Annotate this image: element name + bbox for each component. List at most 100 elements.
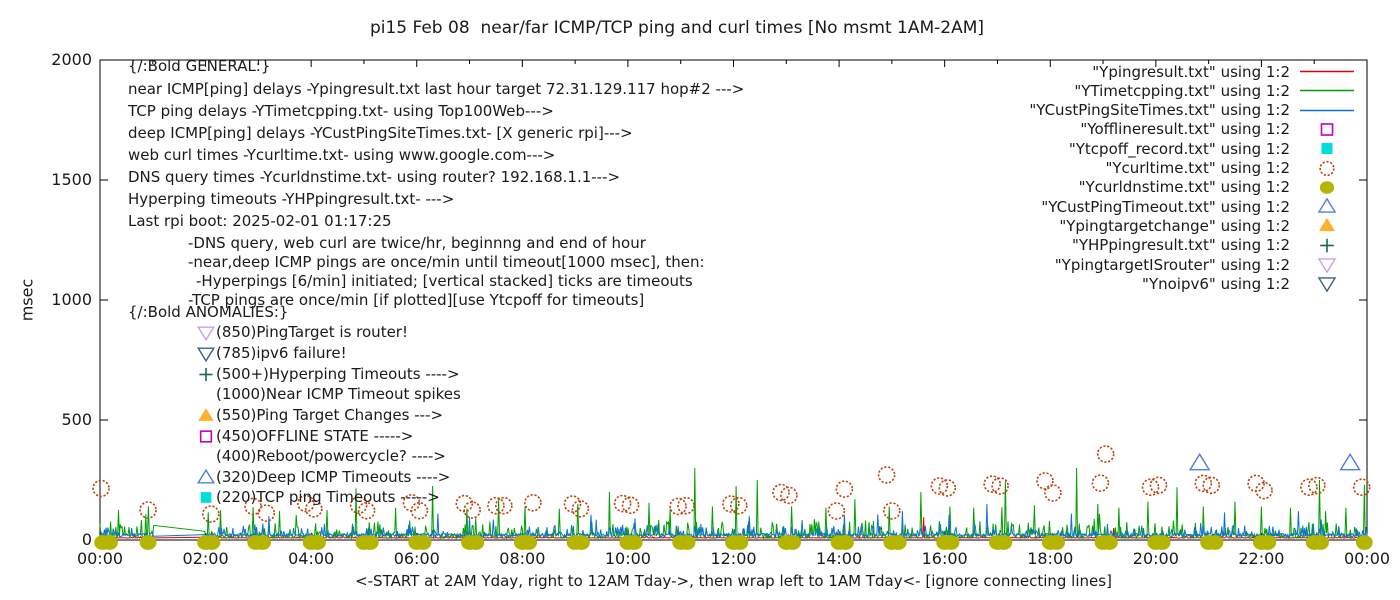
open-circle-icon: [202, 505, 220, 523]
legend-swatch: [1290, 81, 1362, 100]
open-square-icon: [1320, 123, 1334, 136]
legend-entry: "Ypingtargetchange" using 1:2: [1059, 216, 1362, 235]
general-line: web curl times -Ycurltime.txt- using www…: [128, 146, 556, 164]
open-circle-icon: [1141, 478, 1160, 497]
open-circle-icon: [669, 497, 687, 516]
open-circle-icon: [463, 501, 481, 519]
general-line: Hyperping timeouts -YHPpingresult.txt- -…: [128, 190, 455, 208]
filled-circle-icon: [203, 535, 221, 550]
legend-entry: "YCustPingSiteTimes.txt" using 1:2: [1029, 101, 1362, 120]
legend-label: "YCustPingTimeout.txt" using 1:2: [1041, 197, 1290, 216]
no-marker: [196, 447, 216, 466]
legend-swatch: [1290, 101, 1362, 120]
open-circle-icon: [1044, 484, 1062, 502]
anomaly-label: (850)PingTarget is router!: [216, 323, 408, 341]
anomaly-item: (1000)Near ICMP Timeout spikes: [196, 384, 461, 404]
y-tick-label: 500: [61, 410, 92, 429]
chart-title: pi15 Feb 08 near/far ICMP/TCP ping and c…: [369, 18, 985, 38]
filled-circle-icon: [520, 535, 538, 550]
legend-swatch: [1290, 236, 1362, 255]
open-circle-icon: [772, 483, 790, 502]
open-triangle-up-icon: [1339, 452, 1361, 471]
legend-label: "Ypingresult.txt" using 1:2: [1092, 62, 1290, 81]
open-circle-icon: [297, 494, 315, 513]
open-circle-icon: [1352, 478, 1371, 497]
filled-circle-icon: [309, 535, 326, 550]
x-tick-label: 10:00: [604, 549, 651, 568]
open-circle-icon: [877, 466, 896, 484]
x-tick-label: 16:00: [921, 549, 968, 568]
anomaly-label: (220)TCP ping Timeouts ----->: [216, 488, 440, 506]
open-triangle-down-icon: [1317, 277, 1337, 293]
y-tick-label: 1500: [51, 170, 92, 189]
plus-icon: [1320, 238, 1334, 252]
general-header: {/:Bold GENERAL:}: [128, 57, 271, 75]
legend-entry: "YHPpingresult.txt" using 1:2: [1072, 236, 1362, 255]
legend-label: "Ycurltime.txt" using 1:2: [1105, 159, 1290, 177]
filled-circle-icon: [1100, 535, 1118, 550]
x-tick-label: 08:00: [499, 549, 546, 568]
x-tick-label: 22:00: [1238, 549, 1285, 568]
anomaly-item: (320)Deep ICMP Timeouts ---->: [196, 467, 450, 487]
open-circle-icon: [139, 501, 157, 519]
filled-circle-icon: [731, 535, 749, 550]
open-triangle-up-icon: [196, 468, 216, 484]
filled-circle-icon: [139, 535, 157, 550]
line-sample-icon: [1300, 70, 1354, 73]
open-circle-icon: [722, 495, 740, 513]
anomaly-item: (550)Ping Target Changes --->: [196, 405, 443, 425]
filled-circle-icon: [678, 535, 696, 550]
legend-label: "Ypingtargetchange" using 1:2: [1059, 216, 1290, 235]
filled-circle-icon: [889, 535, 907, 550]
legend-entry: "Ycurldnstime.txt" using 1:2: [1079, 178, 1362, 197]
filled-triangle-up-icon: [1318, 218, 1336, 232]
legend-swatch: [1290, 216, 1362, 235]
open-circle-icon: [487, 496, 505, 515]
legend-swatch: [1290, 62, 1362, 81]
line-sample-icon: [1300, 89, 1354, 92]
filled-square-icon: [200, 491, 212, 503]
open-triangle-down-icon: [196, 346, 216, 362]
y-tick-label: 2000: [51, 50, 92, 69]
open-triangle-down-icon: [1317, 258, 1337, 274]
no-marker: [196, 385, 216, 404]
legend-swatch: [1290, 139, 1362, 158]
filled-circle-icon: [361, 535, 379, 550]
filled-triangle-up-icon: [198, 407, 214, 421]
anomaly-label: (400)Reboot/powercycle? ---->: [216, 447, 446, 465]
legend-entry: "Ynoipv6" using 1:2: [1142, 274, 1362, 293]
x-tick-label: 04:00: [288, 549, 335, 568]
x-tick-label: 18:00: [1027, 549, 1074, 568]
anomalies-header: {/:Bold ANOMALIES:}: [128, 303, 289, 321]
legend-swatch: [1290, 159, 1362, 178]
general-line: -near,deep ICMP pings are once/min until…: [188, 253, 705, 271]
open-circle-icon: [563, 495, 582, 513]
anomaly-item: (400)Reboot/powercycle? ---->: [196, 446, 446, 466]
open-circle-icon: [524, 493, 542, 512]
open-circle-icon: [1319, 160, 1335, 176]
filled-circle-icon: [784, 535, 802, 550]
legend-entry: "YpingtargetISrouter" using 1:2: [1055, 255, 1362, 274]
open-triangle-up-icon: [1188, 452, 1211, 471]
open-circle-icon: [410, 501, 429, 520]
x-tick-label: 02:00: [182, 549, 229, 568]
open-circle-icon: [677, 496, 695, 515]
open-triangle-down-icon: [196, 325, 216, 341]
open-circle-icon: [1036, 472, 1054, 490]
filled-circle-icon: [1048, 535, 1065, 550]
filled-triangle-up-icon: [198, 407, 214, 421]
open-circle-icon: [621, 496, 640, 515]
legend-label: "Ynoipv6" using 1:2: [1142, 274, 1290, 293]
anomaly-label: (1000)Near ICMP Timeout spikes: [216, 385, 461, 403]
filled-circle-icon: [573, 535, 590, 550]
legend-label: "Ycurldnstime.txt" using 1:2: [1078, 178, 1290, 197]
y-tick-label: 1000: [51, 290, 92, 309]
filled-square-icon: [1321, 143, 1333, 155]
x-tick-label: 00:00: [1343, 549, 1391, 568]
legend-swatch: [1290, 197, 1362, 216]
legend-label: "YCustPingSiteTimes.txt" using 1:2: [1029, 101, 1290, 120]
open-circle-icon: [1255, 481, 1273, 500]
anomaly-item: (220)TCP ping Timeouts ----->: [196, 487, 440, 507]
open-circle-icon: [1308, 476, 1326, 495]
